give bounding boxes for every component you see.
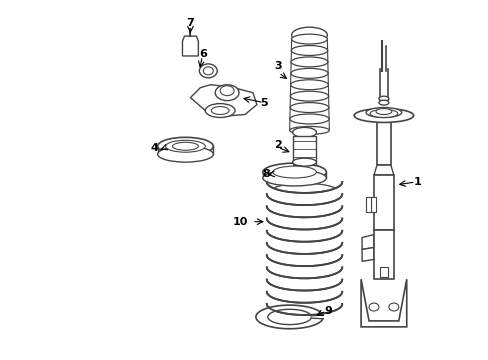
- Polygon shape: [266, 231, 342, 266]
- Polygon shape: [190, 85, 256, 117]
- Ellipse shape: [172, 142, 198, 150]
- Ellipse shape: [211, 107, 229, 114]
- Polygon shape: [182, 36, 198, 56]
- Text: 10: 10: [232, 217, 247, 227]
- Ellipse shape: [289, 126, 328, 134]
- Ellipse shape: [292, 158, 316, 166]
- Ellipse shape: [165, 140, 205, 152]
- Ellipse shape: [388, 303, 398, 311]
- Polygon shape: [266, 182, 342, 217]
- Text: 1: 1: [413, 177, 421, 187]
- Ellipse shape: [290, 91, 328, 101]
- Bar: [373, 175, 393, 230]
- Ellipse shape: [220, 86, 234, 96]
- Polygon shape: [366, 197, 370, 212]
- Polygon shape: [255, 305, 322, 329]
- Ellipse shape: [157, 146, 213, 162]
- Polygon shape: [266, 206, 342, 242]
- Ellipse shape: [199, 64, 217, 78]
- Bar: [376, 116, 390, 165]
- Text: 6: 6: [199, 49, 207, 59]
- Ellipse shape: [353, 109, 413, 122]
- Polygon shape: [266, 255, 342, 291]
- Text: 9: 9: [324, 306, 331, 316]
- Ellipse shape: [290, 80, 327, 90]
- Text: 3: 3: [274, 61, 281, 71]
- Ellipse shape: [289, 103, 328, 113]
- Text: 2: 2: [273, 140, 281, 150]
- Ellipse shape: [378, 100, 388, 105]
- Bar: [292, 136, 316, 165]
- Text: 8: 8: [262, 169, 269, 179]
- Ellipse shape: [290, 68, 327, 78]
- Ellipse shape: [366, 108, 401, 117]
- Ellipse shape: [272, 166, 316, 178]
- Ellipse shape: [292, 127, 316, 137]
- Polygon shape: [360, 279, 406, 327]
- Polygon shape: [266, 280, 342, 315]
- Bar: [379, 267, 387, 277]
- Polygon shape: [361, 247, 373, 261]
- Ellipse shape: [369, 109, 397, 117]
- Ellipse shape: [263, 170, 325, 186]
- Ellipse shape: [291, 46, 327, 55]
- Ellipse shape: [291, 27, 326, 43]
- Polygon shape: [361, 235, 373, 249]
- Ellipse shape: [289, 114, 328, 124]
- Ellipse shape: [203, 67, 213, 75]
- Ellipse shape: [263, 163, 325, 181]
- Bar: [373, 230, 393, 279]
- Text: 5: 5: [260, 98, 267, 108]
- Ellipse shape: [378, 96, 388, 101]
- Ellipse shape: [368, 303, 378, 311]
- Polygon shape: [373, 165, 393, 175]
- Ellipse shape: [291, 34, 326, 44]
- Text: 4: 4: [150, 143, 158, 153]
- Ellipse shape: [375, 109, 391, 114]
- Bar: [370, 197, 375, 212]
- Ellipse shape: [205, 104, 235, 117]
- Ellipse shape: [290, 57, 327, 67]
- Text: 7: 7: [186, 18, 194, 28]
- Polygon shape: [291, 29, 326, 35]
- Ellipse shape: [157, 137, 213, 155]
- Ellipse shape: [215, 85, 239, 100]
